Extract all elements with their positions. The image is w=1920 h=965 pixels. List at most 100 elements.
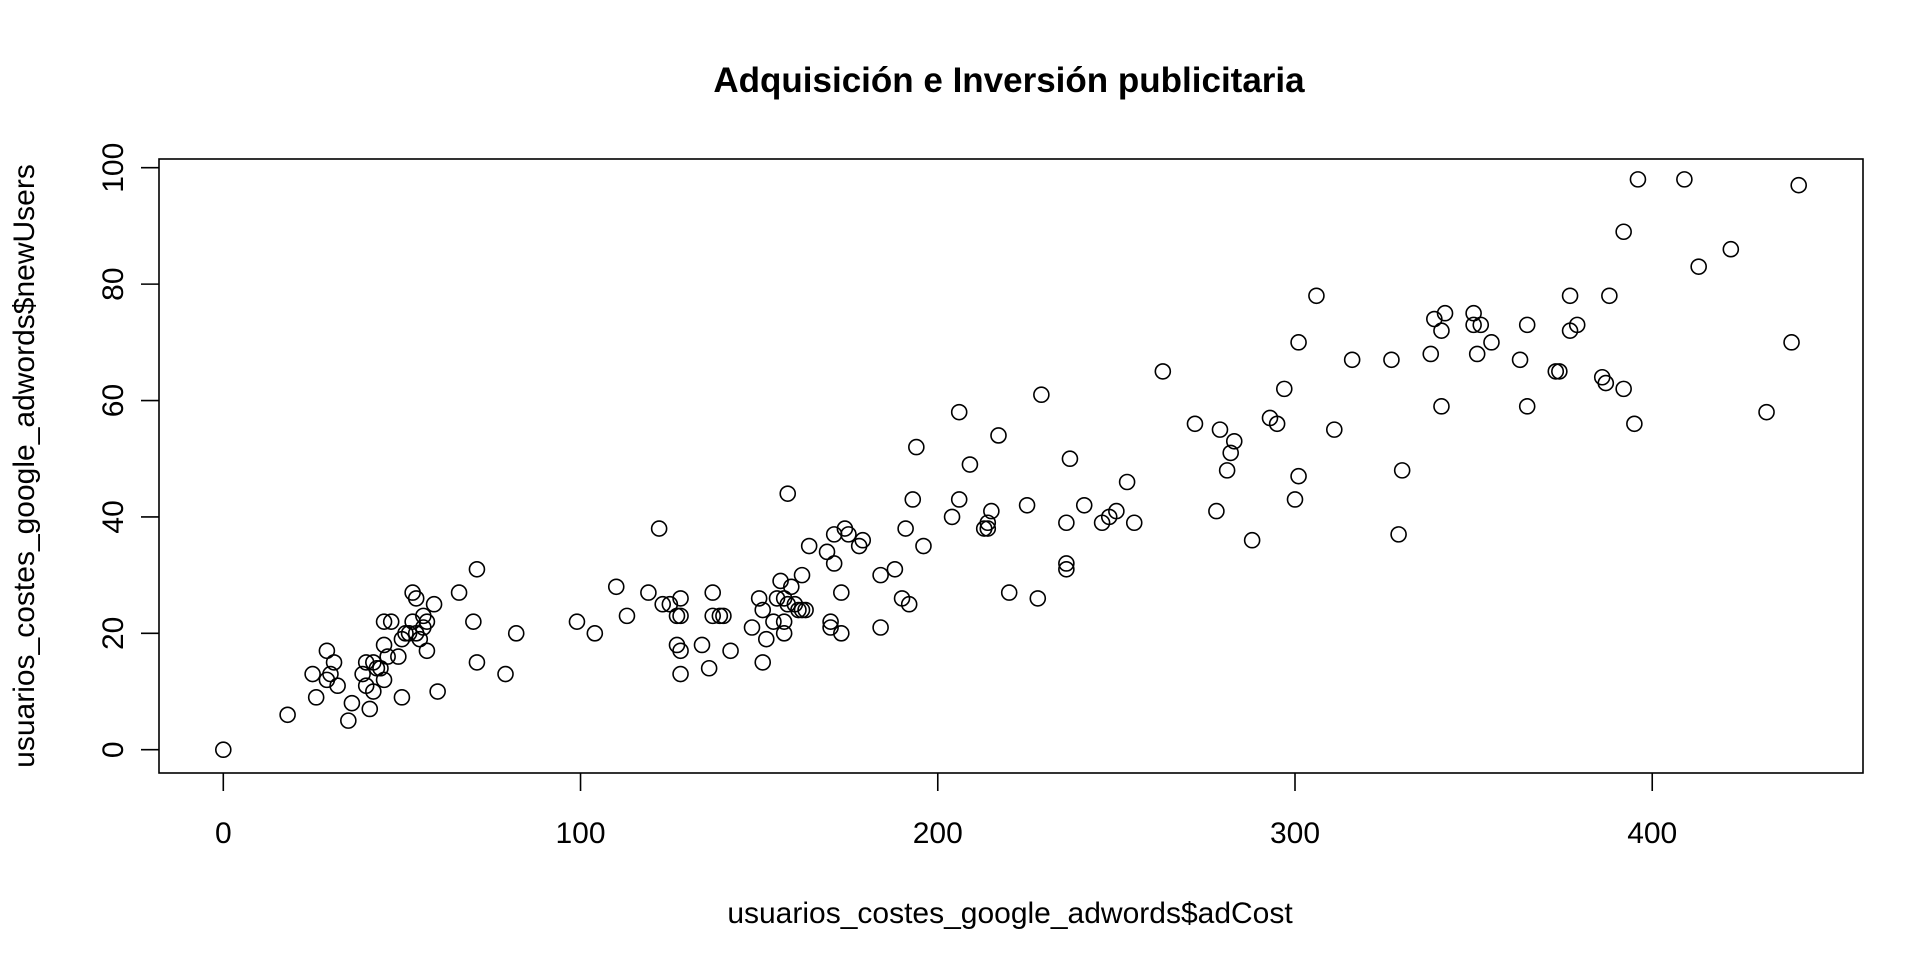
data-point bbox=[722, 642, 739, 660]
data-point bbox=[672, 590, 689, 607]
data-point bbox=[668, 607, 686, 625]
data-point bbox=[1615, 223, 1632, 241]
data-point bbox=[793, 566, 811, 584]
data-point bbox=[329, 677, 346, 695]
data-point bbox=[1758, 403, 1775, 421]
data-point bbox=[375, 613, 393, 630]
data-point bbox=[790, 601, 807, 619]
data-points bbox=[215, 171, 1807, 759]
data-point bbox=[1308, 287, 1325, 305]
data-point bbox=[1518, 398, 1536, 415]
data-point bbox=[1483, 334, 1500, 351]
data-point bbox=[650, 520, 668, 537]
data-point bbox=[1058, 514, 1075, 532]
data-point bbox=[379, 648, 396, 665]
data-point bbox=[1211, 421, 1229, 438]
data-point bbox=[1547, 363, 1565, 380]
x-axis-label: usuarios_costes_google_adwords$adCost bbox=[727, 897, 1293, 930]
data-point bbox=[908, 438, 925, 456]
data-point bbox=[375, 636, 393, 654]
data-point bbox=[779, 595, 797, 613]
data-point bbox=[768, 590, 786, 607]
data-point bbox=[361, 700, 379, 718]
data-point bbox=[568, 613, 586, 630]
data-point bbox=[672, 642, 689, 660]
y-tick-label: 20 bbox=[97, 617, 130, 650]
data-point bbox=[1125, 514, 1143, 532]
data-point bbox=[279, 706, 296, 724]
data-point bbox=[507, 625, 525, 642]
data-point bbox=[775, 625, 793, 642]
data-point bbox=[343, 694, 361, 712]
data-point bbox=[618, 607, 636, 625]
y-tick-label: 40 bbox=[97, 500, 130, 533]
data-point bbox=[1000, 584, 1018, 601]
data-point bbox=[772, 572, 789, 590]
y-tick-label: 100 bbox=[97, 143, 130, 193]
data-point bbox=[1518, 316, 1536, 334]
data-point bbox=[1290, 467, 1307, 485]
x-tick-label: 300 bbox=[1270, 817, 1320, 850]
data-point bbox=[375, 671, 393, 689]
data-point bbox=[1325, 421, 1343, 438]
data-point bbox=[1629, 171, 1647, 188]
data-point bbox=[586, 625, 604, 642]
data-point bbox=[1676, 171, 1693, 188]
data-point bbox=[390, 648, 407, 665]
data-point bbox=[672, 607, 689, 625]
data-point bbox=[833, 584, 850, 601]
data-point bbox=[468, 561, 486, 578]
data-point bbox=[743, 619, 761, 636]
data-point bbox=[1058, 555, 1075, 572]
data-point bbox=[307, 689, 325, 706]
data-point bbox=[825, 555, 843, 572]
data-point bbox=[400, 625, 418, 642]
data-point bbox=[450, 584, 468, 601]
data-point bbox=[1033, 386, 1050, 404]
data-point bbox=[340, 712, 357, 729]
data-point bbox=[1568, 316, 1586, 334]
y-tick-label: 80 bbox=[97, 267, 130, 300]
data-point bbox=[800, 537, 818, 555]
y-axis-label: usuarios_costes_google_adwords$newUsers bbox=[8, 164, 41, 768]
data-point bbox=[215, 741, 232, 759]
data-point bbox=[1597, 374, 1615, 392]
data-point bbox=[497, 665, 514, 683]
data-point bbox=[818, 543, 836, 561]
data-point bbox=[1783, 334, 1800, 351]
data-point bbox=[779, 485, 797, 502]
data-point bbox=[1058, 561, 1075, 578]
data-point bbox=[1075, 496, 1093, 514]
data-point bbox=[915, 537, 932, 555]
data-point bbox=[365, 683, 382, 700]
data-point bbox=[407, 590, 425, 607]
x-axis: 0 100 200 300 400 bbox=[215, 773, 1677, 850]
x-tick-label: 200 bbox=[913, 817, 963, 850]
data-point bbox=[1422, 345, 1440, 363]
data-point bbox=[704, 584, 722, 601]
data-point bbox=[979, 514, 997, 532]
data-point bbox=[1108, 502, 1125, 520]
data-point bbox=[640, 584, 657, 601]
data-point bbox=[715, 607, 732, 625]
data-point bbox=[750, 590, 768, 607]
data-point bbox=[1465, 316, 1482, 334]
data-point bbox=[393, 689, 411, 706]
data-point bbox=[700, 659, 718, 677]
chart-title: Adquisición e Inversión publicitaria bbox=[713, 61, 1305, 100]
data-point bbox=[465, 613, 482, 630]
data-point bbox=[1561, 287, 1579, 305]
data-point bbox=[754, 654, 772, 671]
data-point bbox=[1390, 526, 1407, 543]
data-point bbox=[833, 625, 850, 642]
y-tick-label: 60 bbox=[97, 384, 130, 417]
data-point bbox=[1154, 363, 1172, 380]
data-point bbox=[775, 613, 793, 630]
data-point bbox=[822, 619, 839, 636]
data-point bbox=[607, 578, 625, 596]
data-point bbox=[325, 654, 343, 671]
x-tick-label: 100 bbox=[556, 817, 606, 850]
data-point bbox=[950, 403, 968, 421]
data-point bbox=[822, 613, 839, 630]
